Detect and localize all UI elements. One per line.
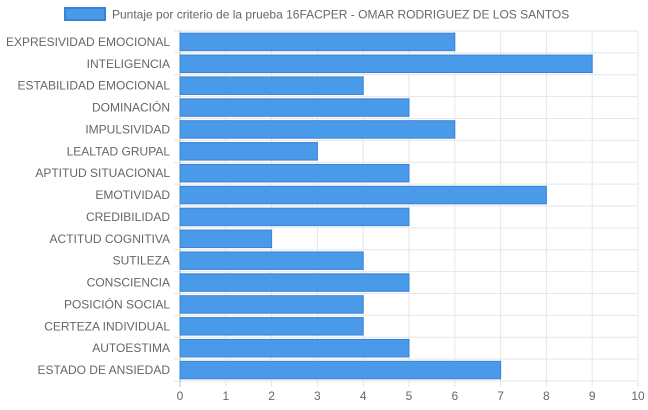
bar[interactable]	[179, 360, 502, 380]
bar[interactable]	[179, 273, 410, 292]
x-tick-label: 9	[589, 389, 596, 403]
bar[interactable]	[179, 229, 273, 249]
x-tick-label: 8	[543, 389, 550, 403]
bar[interactable]	[179, 54, 593, 74]
bar[interactable]	[179, 251, 364, 270]
x-tick-label: 3	[314, 389, 321, 403]
category-label: CERTEZA INDIVIDUAL	[44, 319, 170, 333]
x-tick-label: 2	[268, 389, 275, 403]
x-tick-label: 1	[222, 389, 229, 403]
x-axis-ticks: 0 1 2 3 4 5 6 7 8 9 10	[177, 389, 645, 403]
category-label: IMPULSIVIDAD	[85, 122, 170, 136]
bar[interactable]	[179, 120, 456, 139]
category-label: AUTOESTIMA	[92, 341, 170, 355]
category-label: CONSCIENCIA	[87, 276, 170, 290]
legend[interactable]: Puntaje por criterio de la prueba 16FACP…	[64, 7, 569, 22]
bar[interactable]	[179, 317, 364, 336]
category-label: ESTADO DE ANSIEDAD	[38, 363, 171, 377]
category-label: ACTITUD COGNITIVA	[50, 232, 170, 246]
category-label: EXPRESIVIDAD EMOCIONAL	[6, 35, 170, 49]
bar[interactable]	[179, 98, 410, 117]
category-label: APTITUD SITUACIONAL	[35, 166, 170, 180]
bar[interactable]	[179, 163, 410, 183]
legend-label[interactable]: Puntaje por criterio de la prueba 16FACP…	[112, 8, 569, 22]
category-labels: EXPRESIVIDAD EMOCIONAL INTELIGENCIA ESTABI…	[6, 35, 170, 377]
x-tick-label: 0	[177, 389, 184, 403]
bar[interactable]	[179, 207, 410, 227]
bar[interactable]	[179, 338, 410, 358]
category-label: INTELIGENCIA	[87, 57, 170, 71]
bars	[179, 32, 593, 380]
bar[interactable]	[179, 32, 456, 52]
category-label: ESTABILIDAD EMOCIONAL	[18, 79, 171, 93]
x-tick-label: 6	[451, 389, 458, 403]
x-tick-label: 4	[360, 389, 367, 403]
x-tick-label: 5	[406, 389, 413, 403]
category-label: POSICIÓN SOCIAL	[64, 296, 170, 311]
bar[interactable]	[179, 142, 318, 161]
x-tick-label: 7	[497, 389, 504, 403]
category-label: SUTILEZA	[113, 254, 170, 268]
x-tick-label: 10	[631, 389, 645, 403]
category-label: LEALTAD GRUPAL	[67, 144, 171, 158]
bar[interactable]	[179, 185, 547, 205]
bar[interactable]	[179, 295, 364, 314]
legend-swatch[interactable]	[64, 7, 106, 21]
category-label: DOMINACIÓN	[92, 100, 170, 115]
category-label: EMOTIVIDAD	[95, 188, 170, 202]
category-label: CREDIBILIDAD	[86, 210, 170, 224]
bar[interactable]	[179, 76, 364, 95]
